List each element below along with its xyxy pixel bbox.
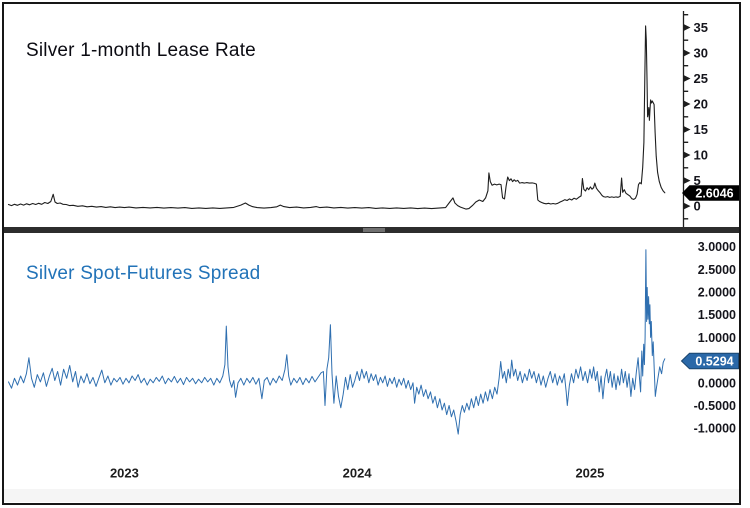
- y-axis-tick-label: 25: [694, 71, 708, 86]
- spread-line: [8, 249, 666, 435]
- spread-last-value: 0.5294: [695, 355, 733, 369]
- bottom-scroll-strip: [4, 489, 739, 502]
- y-axis-tick-label: 5: [694, 173, 701, 188]
- y-axis-tick-label: 0.0000: [698, 376, 736, 390]
- y-axis-major-tick: [684, 49, 691, 57]
- y-axis-tick-label: 2.0000: [698, 286, 736, 300]
- lease-rate-last-value-badge: 2.6046: [682, 185, 739, 201]
- y-axis-tick-label: 20: [694, 97, 708, 112]
- panel-divider: [4, 227, 739, 233]
- y-axis-tick-label: 15: [694, 122, 708, 137]
- spread-y-axis-labels: 3.0000 2.5000 2.0000 1.5000 1.0000 0.0000 -0.5…: [694, 240, 736, 436]
- lease-rate-last-value: 2.6046: [695, 187, 733, 201]
- x-axis-year-label: 2024: [343, 466, 373, 481]
- y-axis-tick-label: 2.5000: [698, 263, 736, 277]
- x-axis-year-label: 2025: [575, 466, 604, 481]
- y-axis-tick-label: 1.0000: [698, 331, 736, 345]
- x-axis-year-labels: 2023 2024 2025: [110, 466, 604, 481]
- panel-divider-handle[interactable]: [363, 228, 385, 232]
- last-value-badge-shape: [680, 352, 739, 370]
- lease-rate-title: Silver 1-month Lease Rate: [26, 40, 256, 61]
- y-axis-tick-label: 30: [694, 46, 708, 61]
- y-axis-tick-label: 35: [694, 20, 708, 35]
- spread-title: Silver Spot-Futures Spread: [26, 263, 261, 284]
- y-axis-tick-label: -1.0000: [694, 422, 736, 436]
- y-axis-tick-label: 10: [694, 148, 708, 163]
- y-axis-tick-label: 3.0000: [698, 240, 736, 254]
- y-axis-major-tick: [684, 100, 691, 108]
- y-axis-major-tick: [684, 202, 691, 210]
- last-value-badge-shape: [682, 185, 739, 201]
- lease-rate-chart[interactable]: 0 5 10 15 20 25 30 35 2.6046: [4, 4, 739, 227]
- lease-rate-line: [7, 25, 666, 210]
- lease-rate-y-axis-ticks: 0 5 10 15 20 25 30 35: [684, 13, 708, 220]
- y-axis-major-tick: [684, 126, 691, 133]
- y-axis-major-tick: [684, 177, 691, 184]
- spread-last-value-badge: 0.5294: [680, 352, 739, 370]
- y-axis-major-tick: [684, 75, 691, 82]
- spread-chart[interactable]: 3.0000 2.5000 2.0000 1.5000 1.0000 0.0000 -0.5…: [4, 233, 739, 504]
- y-axis-major-tick: [684, 24, 691, 31]
- y-axis-tick-label: 1.5000: [698, 308, 736, 322]
- y-axis-major-tick: [684, 151, 691, 159]
- chart-frame: [2, 2, 741, 505]
- y-axis-tick-label: 0: [694, 199, 701, 214]
- y-axis-tick-label: -0.5000: [694, 399, 736, 413]
- x-axis-year-label: 2023: [110, 466, 139, 481]
